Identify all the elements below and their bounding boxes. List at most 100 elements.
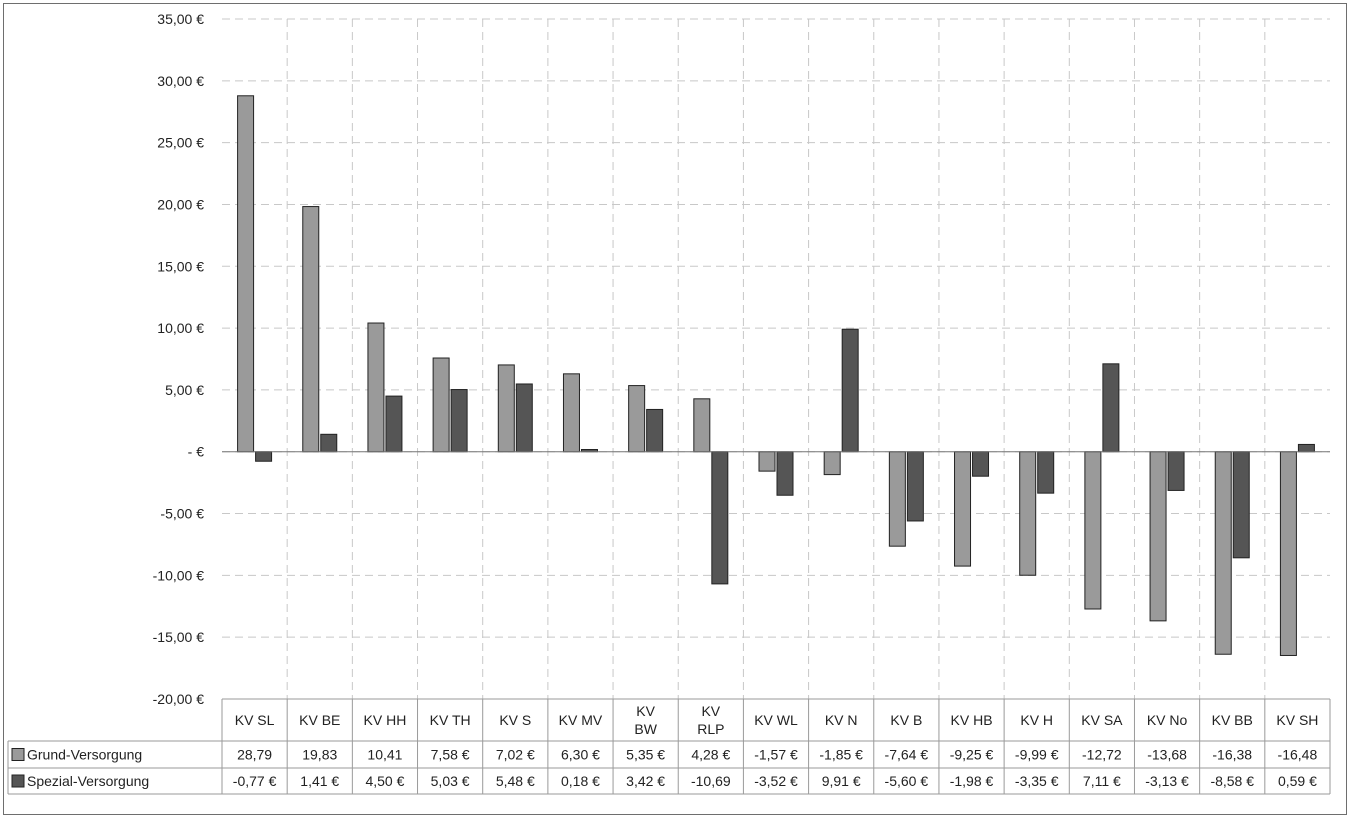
bar	[1279, 451, 1297, 656]
data-table-value: -13,68	[1147, 747, 1187, 763]
x-category-label: KV MV	[559, 712, 603, 728]
x-category-label: KV HH	[364, 712, 407, 728]
data-table-value: 28,79	[237, 747, 272, 763]
legend-label: Grund-Versorgung	[27, 747, 142, 763]
data-table-value: 0,59 €	[1278, 773, 1317, 789]
data-table-value: -16,38	[1212, 747, 1252, 763]
x-category-label: KV WL	[754, 712, 798, 728]
bar	[1084, 451, 1102, 610]
bar	[432, 357, 450, 453]
x-category-label: KV SA	[1081, 712, 1123, 728]
x-category-label: KV S	[499, 712, 531, 728]
bar	[497, 364, 515, 453]
y-tick-label: 5,00 €	[165, 382, 204, 398]
data-table-value: -3,13 €	[1145, 773, 1189, 789]
x-category-label: KV SH	[1276, 712, 1318, 728]
bar	[758, 451, 776, 472]
x-category-label: KV N	[825, 712, 858, 728]
x-category-label: KV B	[890, 712, 922, 728]
bar	[1232, 451, 1250, 559]
data-table-value: 10,41	[367, 747, 402, 763]
data-table-value: 5,35 €	[626, 747, 665, 763]
data-table-value: -9,99 €	[1015, 747, 1059, 763]
x-category-label: KV SL	[235, 712, 275, 728]
data-table-value: 7,11 €	[1083, 773, 1121, 789]
chart-frame: 35,00 € 30,00 € 25,00 € 20,00 € 15,00 € 10,00…	[3, 3, 1347, 815]
bar	[693, 398, 711, 453]
bar	[255, 451, 273, 462]
bar	[562, 373, 580, 453]
bar	[237, 95, 255, 453]
y-tick-label: 25,00 €	[157, 135, 204, 151]
x-category-label: KV BE	[299, 712, 340, 728]
bar	[841, 328, 859, 453]
y-tick-label: -15,00 €	[153, 629, 205, 645]
y-tick-label: 20,00 €	[157, 196, 204, 212]
bar	[972, 451, 990, 477]
y-tick-label: -5,00 €	[160, 506, 204, 522]
bar	[450, 389, 468, 453]
data-table-value: 5,03 €	[431, 773, 470, 789]
bar	[954, 451, 972, 567]
bar-chart: 35,00 € 30,00 € 25,00 € 20,00 € 15,00 € 10,00…	[7, 11, 1331, 795]
bar	[320, 433, 338, 453]
y-tick-label: 15,00 €	[157, 258, 204, 274]
data-table-value: -9,25 €	[950, 747, 994, 763]
bar	[1149, 451, 1167, 622]
bar	[385, 395, 403, 453]
bar	[823, 451, 841, 476]
data-table-value: -0,77 €	[233, 773, 277, 789]
x-category-label: RLP	[697, 721, 724, 737]
bar	[646, 408, 664, 453]
legend-label: Spezial-Versorgung	[27, 773, 149, 789]
bar	[1214, 451, 1232, 655]
x-category-label: KV	[636, 703, 655, 719]
bar	[367, 322, 385, 453]
data-table-value: 0,18 €	[561, 773, 600, 789]
bar	[1037, 451, 1055, 494]
y-tick-label: -10,00 €	[153, 567, 205, 583]
data-table-value: -7,64 €	[885, 747, 929, 763]
bar	[1102, 363, 1120, 453]
data-table-value: 5,48 €	[496, 773, 535, 789]
x-category-label: KV BB	[1212, 712, 1253, 728]
data-table-value: 4,28 €	[691, 747, 730, 763]
data-table-value: 7,02 €	[496, 747, 535, 763]
y-tick-label: -20,00 €	[153, 691, 205, 707]
data-table-value: -8,58 €	[1210, 773, 1254, 789]
data-table-value: 19,83	[302, 747, 337, 763]
bar	[302, 206, 320, 453]
bar	[1297, 443, 1315, 453]
data-table-value: -5,60 €	[885, 773, 929, 789]
legend-key	[11, 748, 25, 761]
data-table-value: -12,72	[1082, 747, 1122, 763]
data-table-value: 4,50 €	[365, 773, 404, 789]
data-table-value: 6,30 €	[561, 747, 600, 763]
x-category-label: BW	[634, 721, 657, 737]
bar	[888, 451, 906, 547]
data-table-value: -1,98 €	[950, 773, 994, 789]
x-category-label: KV No	[1147, 712, 1188, 728]
data-table-value: -16,48	[1278, 747, 1318, 763]
data-table-value: -3,35 €	[1015, 773, 1059, 789]
data-table-value: 1,41 €	[300, 773, 339, 789]
bar	[1019, 451, 1037, 576]
data-table-value: -10,69	[691, 773, 731, 789]
x-category-label: KV	[701, 703, 720, 719]
bar	[906, 451, 924, 522]
y-tick-label: 30,00 €	[157, 73, 204, 89]
bar	[1167, 451, 1185, 491]
x-category-label: KV H	[1020, 712, 1053, 728]
y-tick-label: - €	[188, 444, 205, 460]
y-tick-label: 35,00 €	[157, 11, 204, 27]
x-category-label: KV HB	[951, 712, 993, 728]
data-table-value: 3,42 €	[626, 773, 665, 789]
bar	[776, 451, 794, 496]
data-table-value: -1,85 €	[819, 747, 863, 763]
bar	[515, 383, 533, 453]
bar	[711, 451, 729, 585]
data-table-value: 7,58 €	[431, 747, 470, 763]
data-table-value: 9,91 €	[822, 773, 861, 789]
data-table-value: -1,57 €	[754, 747, 798, 763]
x-category-label: KV TH	[430, 712, 471, 728]
